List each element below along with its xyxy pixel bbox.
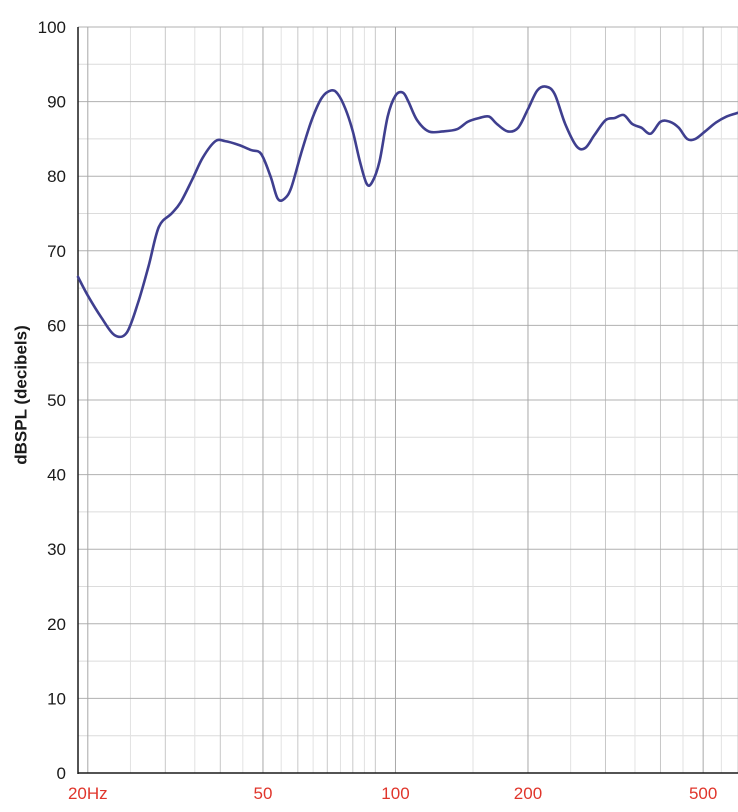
y-tick-label: 40 <box>47 466 66 485</box>
y-tick-label: 30 <box>47 540 66 559</box>
y-tick-label: 0 <box>57 764 66 783</box>
series-layer <box>76 85 738 339</box>
y-tick-label: 50 <box>47 391 66 410</box>
x-tick-labels: 20Hz 50 100 200 500 <box>68 784 717 803</box>
series-line <box>76 85 738 339</box>
y-tick-label: 20 <box>47 615 66 634</box>
y-tick-label: 60 <box>47 316 66 335</box>
y-tick-label: 90 <box>47 93 66 112</box>
x-tick-label: 100 <box>381 784 409 803</box>
y-axis-label: dBSPL (decibels) <box>11 325 30 465</box>
y-tick-label: 80 <box>47 167 66 186</box>
axes <box>77 27 738 774</box>
x-tick-label: 50 <box>254 784 273 803</box>
y-tick-labels: 0 10 20 30 40 50 60 70 80 90 100 <box>38 18 66 783</box>
y-tick-label: 100 <box>38 18 66 37</box>
y-tick-label: 70 <box>47 242 66 261</box>
y-tick-label: 10 <box>47 689 66 708</box>
x-tick-label: 20Hz <box>68 784 108 803</box>
x-tick-label: 200 <box>514 784 542 803</box>
x-tick-label: 500 <box>689 784 717 803</box>
